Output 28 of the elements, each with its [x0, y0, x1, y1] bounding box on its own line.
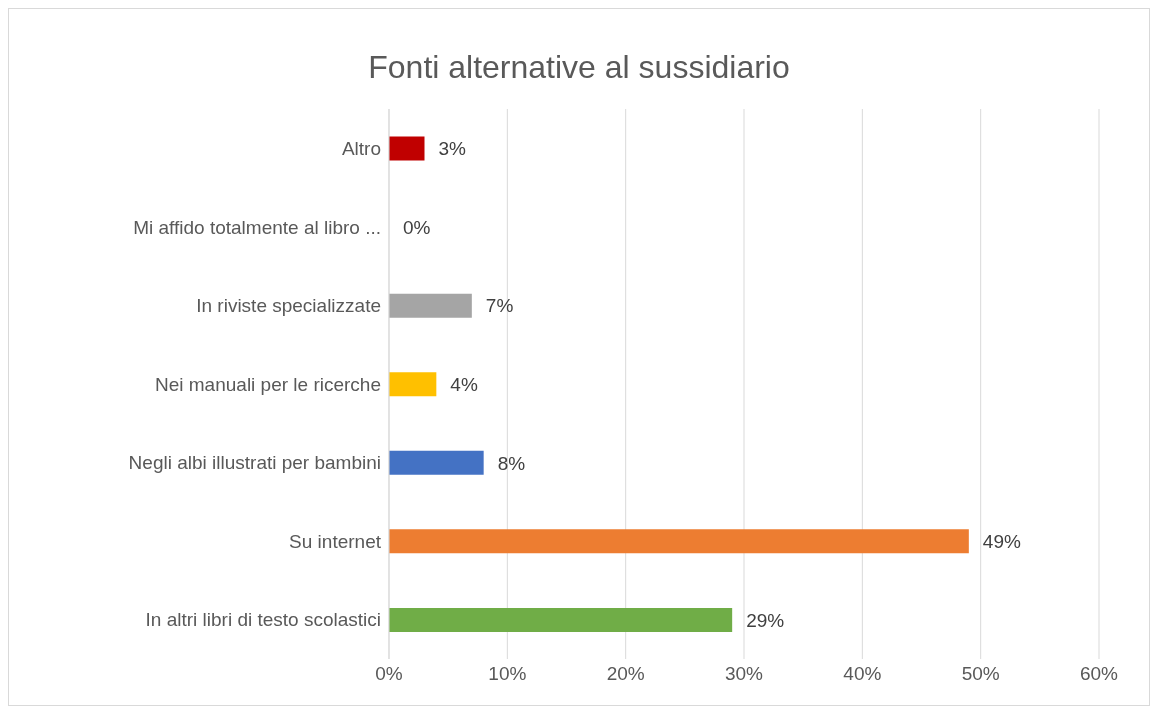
x-tick-label: 60%: [1079, 663, 1119, 685]
y-tick-label: Su internet: [289, 530, 382, 552]
x-tick-label: 40%: [843, 663, 882, 685]
y-tick-label: Negli albi illustrati per bambini: [128, 452, 381, 474]
x-tick-label: 30%: [724, 663, 764, 685]
y-tick-label: Nei manuali per le ricerche: [155, 373, 381, 395]
data-label: 0%: [403, 216, 431, 238]
bar: [389, 136, 425, 161]
bar: [389, 372, 437, 397]
data-label: 4%: [450, 373, 478, 395]
bar: [389, 450, 484, 475]
data-label: 29%: [746, 609, 785, 631]
y-tick-label: In riviste specializzate: [196, 295, 381, 317]
data-label: 49%: [982, 531, 1021, 553]
data-label: 3%: [438, 138, 467, 160]
data-label: 7%: [485, 295, 514, 317]
chart-title: Fonti alternative al sussidiario: [367, 49, 791, 87]
x-tick-label: 10%: [488, 663, 527, 685]
data-label: 8%: [497, 452, 526, 474]
bar: [389, 607, 733, 632]
y-tick-label: In altri libri di testo scolastici: [145, 609, 381, 631]
x-tick-label: 0%: [375, 663, 403, 685]
x-tick-label: 50%: [961, 663, 1000, 685]
bar: [389, 529, 969, 554]
y-tick-label: Altro: [341, 138, 381, 160]
y-tick-label: Mi affido totalmente al libro ...: [133, 216, 381, 238]
bar: [389, 293, 472, 318]
x-tick-label: 20%: [606, 663, 645, 685]
